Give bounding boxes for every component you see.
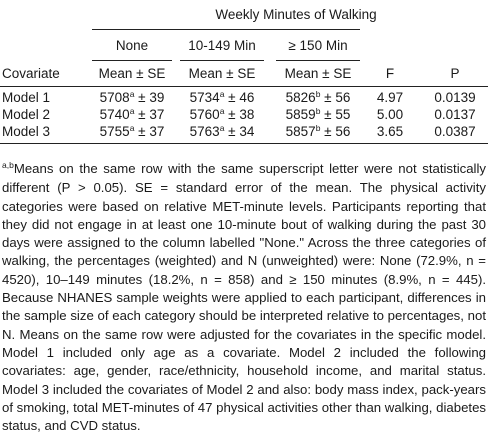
results-table: Weekly Minutes of Walking None 10-149 Mi… bbox=[0, 0, 490, 160]
row-3-f: 3.65 bbox=[376, 124, 404, 139]
table-bottom-rule bbox=[0, 143, 488, 144]
row-2-f: 5.00 bbox=[376, 107, 404, 122]
column-header-f: F bbox=[385, 66, 395, 81]
footnote-text: Means on the same row with the same supe… bbox=[2, 161, 486, 434]
row-2-p: 0.0137 bbox=[434, 107, 476, 122]
column-header-mean-10-149: Mean ± SE bbox=[188, 66, 256, 81]
row-2-covariate: Model 2 bbox=[2, 107, 51, 122]
table-title: Weekly Minutes of Walking bbox=[215, 7, 377, 22]
group-header-none: None bbox=[115, 38, 149, 53]
row-3-mean-10-149: 5763a ± 34 bbox=[189, 123, 255, 139]
footnote-marker: a,b bbox=[2, 160, 14, 170]
row-2-mean-150: 5859b ± 55 bbox=[285, 106, 351, 122]
row-2-mean-none: 5740a ± 37 bbox=[99, 106, 165, 122]
row-2-mean-10-149: 5760a ± 38 bbox=[189, 106, 255, 122]
row-1-mean-none: 5708a ± 39 bbox=[99, 89, 165, 105]
row-3-p: 0.0387 bbox=[434, 124, 476, 139]
group-rule-150 bbox=[276, 60, 360, 61]
group-header-150: ≥ 150 Min bbox=[288, 38, 348, 53]
column-header-covariate: Covariate bbox=[2, 66, 60, 81]
row-1-covariate: Model 1 bbox=[2, 90, 51, 105]
column-header-mean-none: Mean ± SE bbox=[98, 66, 166, 81]
header-rule bbox=[0, 86, 488, 87]
row-1-mean-10-149: 5734a ± 46 bbox=[189, 89, 255, 105]
group-header-10-149: 10-149 Min bbox=[188, 38, 256, 53]
row-3-mean-150: 5857b ± 56 bbox=[285, 123, 351, 139]
row-3-mean-none: 5755a ± 37 bbox=[99, 123, 165, 139]
group-rule-none bbox=[92, 60, 172, 61]
table-footnote: a,bMeans on the same row with the same s… bbox=[2, 160, 486, 435]
group-rule-10-149 bbox=[180, 60, 264, 61]
title-rule bbox=[92, 29, 360, 30]
column-header-p: P bbox=[450, 66, 460, 81]
row-1-mean-150: 5826b ± 56 bbox=[285, 89, 351, 105]
row-1-f: 4.97 bbox=[376, 90, 404, 105]
row-3-covariate: Model 3 bbox=[2, 124, 51, 139]
column-header-mean-150: Mean ± SE bbox=[284, 66, 352, 81]
row-1-p: 0.0139 bbox=[434, 90, 476, 105]
